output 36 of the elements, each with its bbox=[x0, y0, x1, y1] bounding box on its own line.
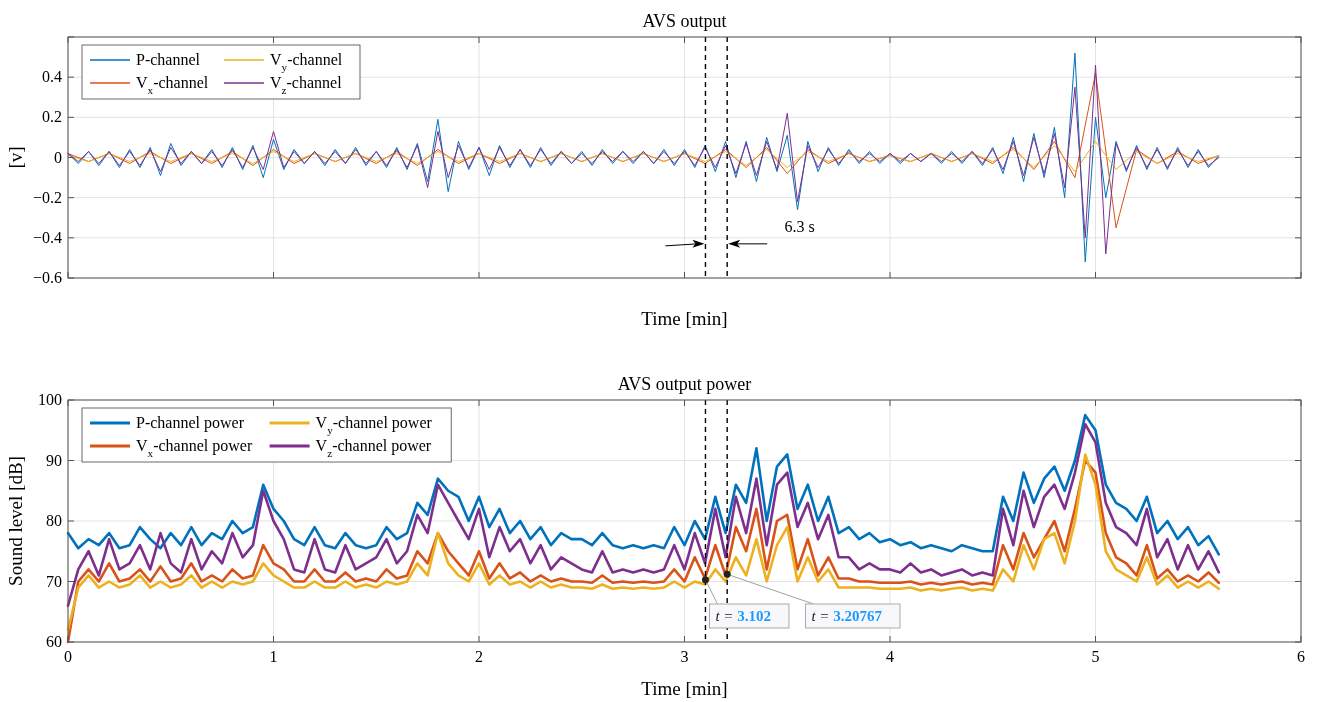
y-tick-label: 70 bbox=[46, 572, 62, 590]
y-axis-title: [v] bbox=[5, 146, 26, 169]
legend-label: V$_{y}$-channel power bbox=[315, 414, 433, 436]
chart-title: AVS output power bbox=[617, 374, 752, 394]
y-tick-label: 100 bbox=[38, 391, 62, 408]
x-axis-title: Time [min] bbox=[641, 308, 728, 329]
y-tick-label: 0.2 bbox=[42, 108, 62, 126]
x-tick-label: 3 bbox=[680, 648, 689, 665]
y-axis-title: Sound level [dB] bbox=[5, 456, 26, 586]
y-tick-label: 80 bbox=[46, 512, 62, 529]
y-tick-label: −0.4 bbox=[32, 228, 62, 246]
y-tick-label: 90 bbox=[46, 451, 62, 469]
y-tick-label: 0 bbox=[54, 148, 62, 166]
legend-label: V$_{z}$-channel power bbox=[315, 437, 432, 459]
line-series bbox=[66, 413, 1221, 556]
x-tick-label: 2 bbox=[475, 648, 483, 665]
y-tick-label: 60 bbox=[46, 633, 62, 650]
x-tick-label: 5 bbox=[1091, 648, 1100, 665]
legend-label: V$_{x}$-channel bbox=[136, 74, 209, 96]
chart-title: AVS output bbox=[642, 11, 727, 31]
annotation: t = 3.20767 bbox=[811, 608, 883, 624]
y-tick-label: −0.2 bbox=[32, 188, 62, 206]
x-tick-label: 1 bbox=[269, 648, 278, 665]
x-axis-title: Time [min] bbox=[641, 678, 728, 699]
y-tick-label: 0.4 bbox=[42, 68, 62, 86]
x-tick-label: 4 bbox=[886, 648, 894, 665]
legend-label: V$_{x}$-channel power bbox=[136, 437, 253, 459]
x-tick-label: 6 bbox=[1297, 648, 1305, 665]
y-tick-label: −0.6 bbox=[32, 269, 62, 286]
legend-label: P-channel power bbox=[136, 414, 245, 432]
legend-label: V$_{z}$-channel bbox=[270, 74, 343, 96]
line-series bbox=[67, 140, 1220, 173]
legend-label: P-channel bbox=[136, 51, 201, 68]
legend-label: V$_{y}$-channel bbox=[270, 51, 343, 73]
annotation: 6.3 s bbox=[784, 217, 815, 235]
annotation: t = 3.102 bbox=[715, 608, 772, 624]
